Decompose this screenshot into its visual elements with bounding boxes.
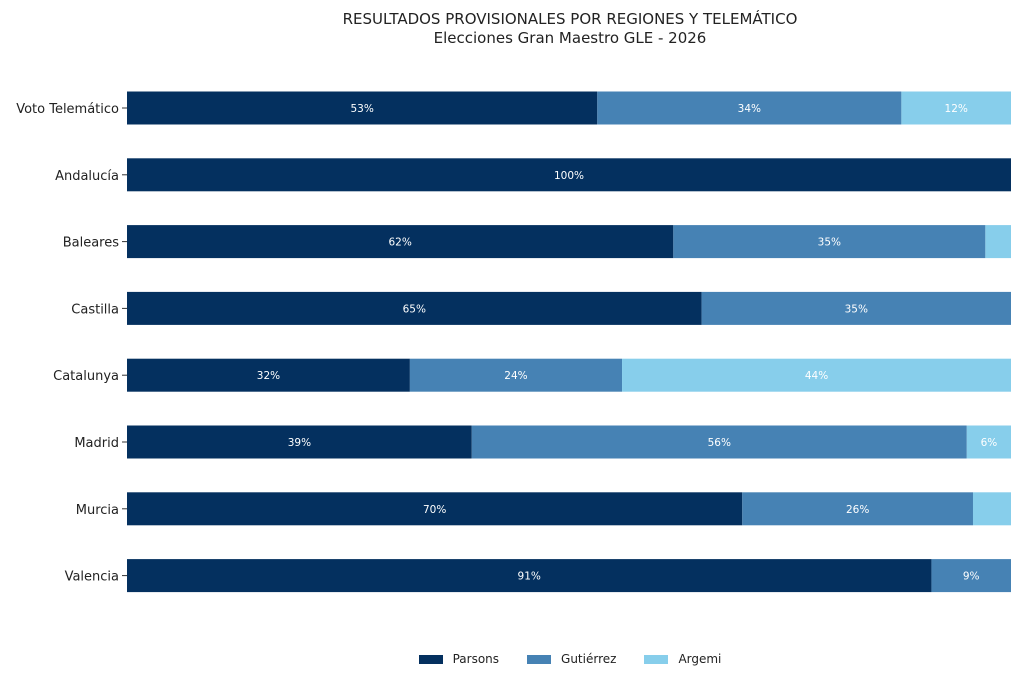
data-label: 9% [963,571,980,583]
data-label: 100% [554,170,584,182]
data-label: 62% [388,237,411,249]
data-label: 53% [350,103,373,115]
bar-argemi [901,91,1011,125]
bar-gutiérrez [597,91,902,125]
legend-item-argemi: Argemi [644,652,721,666]
data-label: 91% [518,571,541,583]
bar-gutiérrez [701,291,1011,325]
data-label: 39% [288,437,311,449]
bar-gutiérrez [409,358,623,392]
bar-argemi [966,425,1011,459]
category-label: Catalunya [53,369,119,384]
bar-argemi [972,492,1011,526]
bar-parsons [127,492,743,526]
category-label: Castilla [71,302,119,317]
legend-label: Argemi [678,652,722,666]
data-label: 65% [403,303,426,315]
bar-parsons [127,291,702,325]
bar-parsons [127,559,932,593]
data-label: 35% [845,303,868,315]
data-label: 44% [805,370,828,382]
legend-swatch-argemi [644,654,669,664]
legend-label: Gutiérrez [561,652,617,666]
data-label: 32% [257,370,280,382]
bar-gutiérrez [673,225,986,259]
data-label: 24% [504,370,527,382]
bar-gutiérrez [742,492,973,526]
data-label: 70% [423,504,446,516]
category-label: Madrid [74,436,119,451]
bar-parsons [127,91,598,125]
data-label: 35% [818,237,841,249]
legend-swatch-parsons [418,654,443,664]
category-label: Andalucía [55,169,119,184]
bar-parsons [127,158,1011,192]
legend-swatch-gutierrez [527,654,552,664]
legend: Parsons Gutiérrez Argemi [0,652,1024,666]
category-label: Baleares [63,236,120,251]
bar-parsons [127,225,674,259]
data-label: 26% [846,504,869,516]
category-label: Voto Telemático [16,102,119,117]
category-label: Murcia [76,503,119,518]
data-label: 56% [708,437,731,449]
category-label: Valencia [65,570,119,585]
legend-label: Parsons [452,652,500,666]
bar-parsons [127,358,410,392]
legend-item-parsons: Parsons [418,652,500,666]
data-label: 12% [945,103,968,115]
chart-title: RESULTADOS PROVISIONALES POR REGIONES Y … [342,10,798,28]
legend-item-gutierrez: Gutiérrez [527,652,616,666]
bar-argemi [985,225,1011,259]
bar-gutiérrez [931,559,1011,593]
data-label: 6% [981,437,998,449]
bar-gutiérrez [471,425,967,459]
bar-argemi [622,358,1011,392]
data-label: 34% [738,103,761,115]
chart-subtitle: Elecciones Gran Maestro GLE - 2026 [433,29,707,47]
bar-parsons [127,425,472,459]
